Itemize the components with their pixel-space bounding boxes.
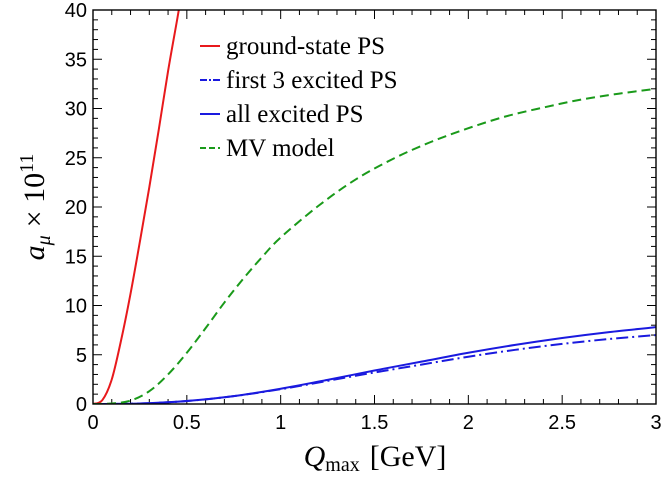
y-tick-label: 20: [65, 197, 87, 219]
x-tick-label: 2: [463, 412, 474, 434]
x-tick-label: 2.5: [548, 412, 576, 434]
plot-frame: [92, 9, 657, 405]
legend-entry: MV model: [226, 135, 335, 162]
y-tick-label: 35: [65, 49, 87, 71]
x-axis-label: Qmax [GeV]: [304, 440, 447, 476]
y-tick-label: 40: [65, 0, 87, 22]
x-tick-label: 1.5: [361, 412, 389, 434]
series-line-all-excited-ps: [93, 326, 656, 404]
y-tick-label: 30: [65, 99, 87, 121]
legend: ground-state PS first 3 excited PS all exc…: [200, 33, 398, 162]
legend-entry: ground-state PS: [226, 33, 385, 60]
series-line-mv-model: [93, 87, 656, 404]
y-tick-label: 5: [76, 345, 87, 367]
y-tick-label: 10: [65, 296, 87, 318]
y-tick-label: 25: [65, 148, 87, 170]
series-line-ground-state-ps: [93, 10, 180, 404]
x-tick-label: 0.5: [173, 412, 201, 434]
y-tick-label: 0: [76, 394, 87, 416]
y-axis-label: aμ× 1011: [16, 154, 55, 261]
plot-area: [93, 10, 656, 404]
x-tick-label: 1: [275, 412, 286, 434]
legend-entry: first 3 excited PS: [226, 67, 398, 94]
x-tick-label: 0: [87, 412, 98, 434]
x-tick-label: 3: [650, 412, 661, 434]
legend-entry: all excited PS: [226, 101, 363, 128]
y-tick-label: 15: [65, 246, 87, 268]
